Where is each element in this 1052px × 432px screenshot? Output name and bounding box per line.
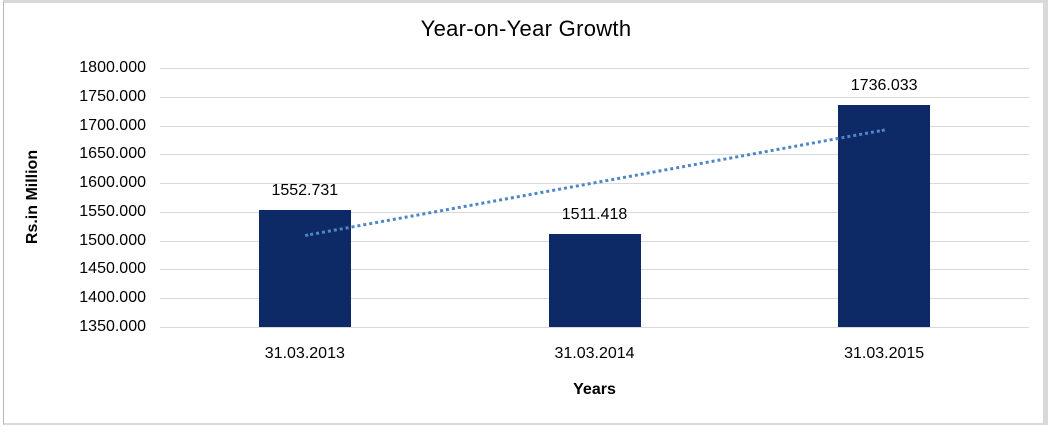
x-category-label: 31.03.2013 (264, 345, 345, 362)
x-category-label: 31.03.2014 (554, 345, 635, 362)
plot-area (160, 68, 1029, 328)
x-axis-title: Years (573, 381, 616, 398)
gridline (160, 125, 1029, 127)
gridline (160, 211, 1029, 213)
y-tick-label: 1550.000 (79, 202, 146, 220)
bar-value-label: 1736.033 (850, 76, 918, 94)
gridline (160, 96, 1029, 98)
y-tick-label: 1650.000 (79, 145, 146, 163)
chart-title: Year-on-Year Growth (420, 16, 632, 41)
gridline (160, 154, 1029, 156)
y-tick-label: 1500.000 (79, 231, 146, 249)
gridline (160, 183, 1029, 185)
x-category-label: 31.03.2015 (844, 345, 925, 362)
y-tick-label: 1800.000 (79, 59, 146, 76)
bar (258, 210, 351, 327)
gridline (160, 327, 1029, 328)
bar (838, 104, 931, 327)
y-tick-label: 1400.000 (79, 289, 146, 307)
bar (548, 234, 641, 327)
y-tick-label: 1450.000 (79, 260, 146, 278)
y-tick-label: 1600.000 (79, 174, 146, 192)
y-axis-title: Rs.in Million (24, 149, 41, 245)
bar-value-label: 1511.418 (561, 206, 628, 224)
y-tick-label: 1350.000 (79, 318, 146, 335)
gridline (160, 68, 1029, 69)
y-tick-label: 1700.000 (79, 116, 146, 134)
bar-value-label: 1552.731 (271, 182, 339, 200)
y-tick-label: 1750.000 (79, 87, 146, 105)
